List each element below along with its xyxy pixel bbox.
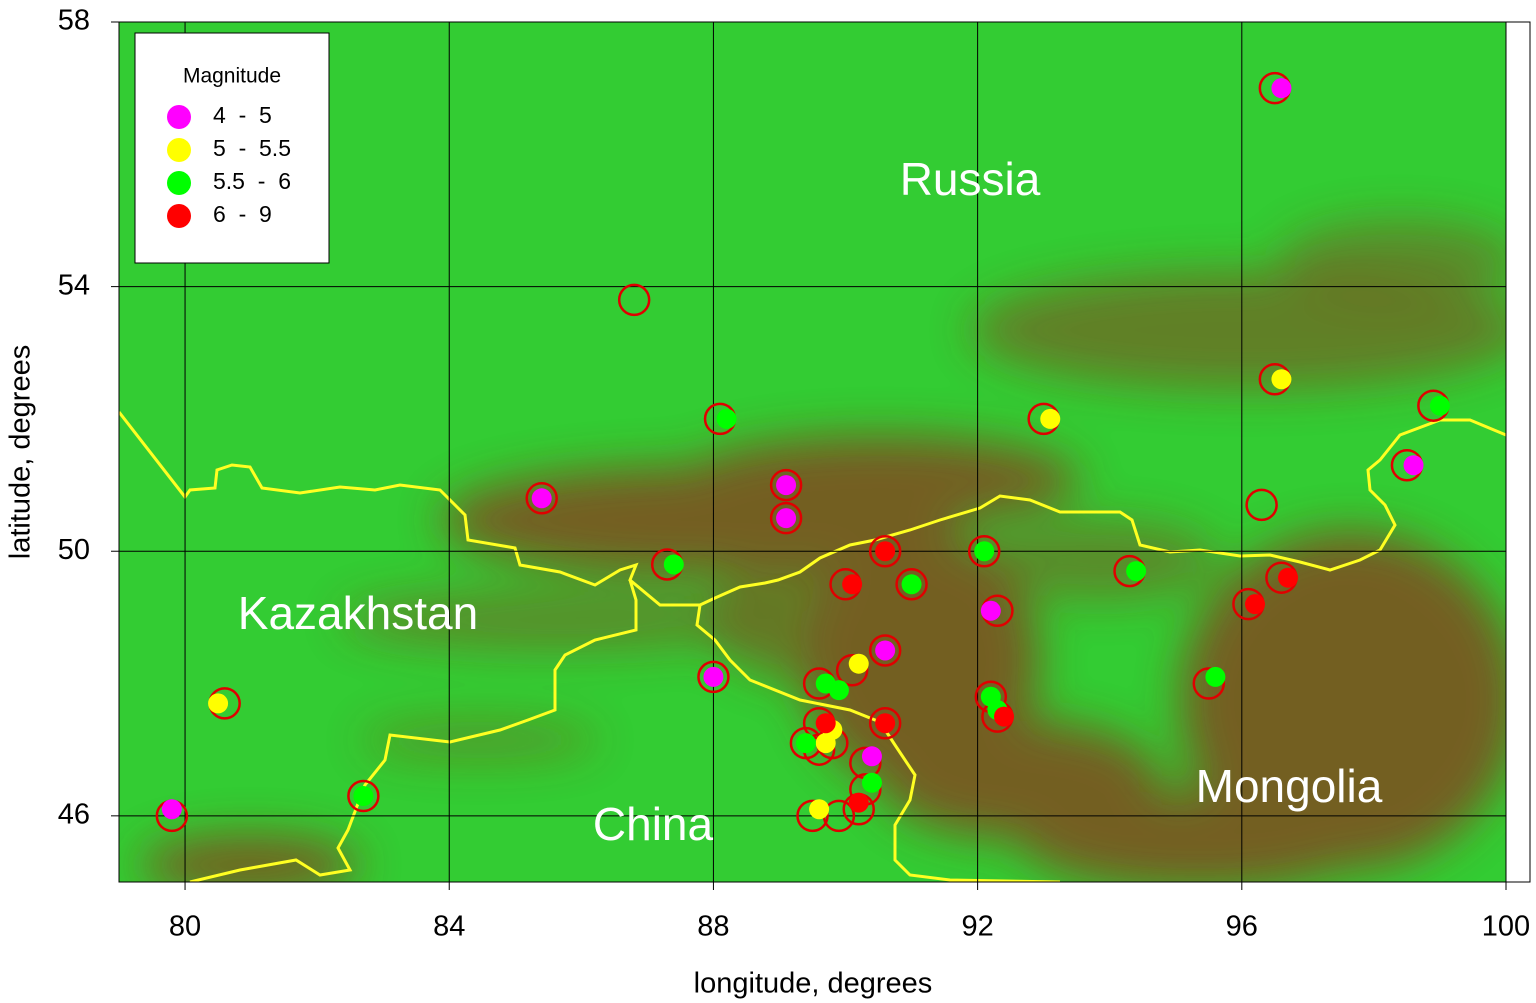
y-axis-label: latitude, degrees xyxy=(5,345,37,559)
y-tick-label: 46 xyxy=(58,799,90,831)
epicenter xyxy=(1126,561,1147,582)
epicenter xyxy=(703,666,724,687)
epicenter xyxy=(795,733,816,754)
x-tick-label: 80 xyxy=(169,911,201,943)
epicenter xyxy=(901,574,922,595)
legend-label: 5.5 - 6 xyxy=(213,168,291,194)
epicenter xyxy=(861,772,882,793)
epicenter xyxy=(980,600,1001,621)
country-label: Russia xyxy=(900,153,1041,205)
legend-swatch xyxy=(167,105,191,129)
epicenter xyxy=(868,534,902,568)
epicenter xyxy=(875,640,896,661)
epicenter xyxy=(1429,395,1450,416)
x-tick-label: 84 xyxy=(433,911,465,943)
country-label: Mongolia xyxy=(1196,760,1383,812)
epicenter xyxy=(895,568,928,601)
legend: Magnitude 4 - 5 5 - 5.5 5.5 - 6 6 - 9 xyxy=(134,32,330,264)
country-label: China xyxy=(593,798,714,850)
y-tick-label: 50 xyxy=(58,534,90,566)
epicenter xyxy=(617,283,651,317)
y-tick-label: 54 xyxy=(58,269,90,301)
epicenter xyxy=(161,799,182,820)
epicenter xyxy=(868,706,902,740)
epicenter xyxy=(353,786,374,806)
epicenter xyxy=(1040,408,1061,429)
epicenter xyxy=(796,799,829,833)
x-tick-label: 96 xyxy=(1226,911,1258,943)
epicenter xyxy=(809,799,830,820)
epicenter xyxy=(531,488,552,509)
epicenter xyxy=(769,468,803,502)
legend-swatch xyxy=(167,171,191,195)
epicenter xyxy=(828,680,849,701)
epicenter xyxy=(347,779,380,813)
legend-label: 4 - 5 xyxy=(213,102,272,128)
epicenter xyxy=(842,574,863,595)
y-tick-label: 58 xyxy=(58,5,90,37)
country-label: Kazakhstan xyxy=(238,587,478,639)
legend-swatch xyxy=(167,138,191,162)
epicenter xyxy=(1245,488,1278,522)
epicenter xyxy=(848,653,869,674)
epicenter xyxy=(967,534,1001,568)
epicenter xyxy=(875,541,896,562)
x-tick-label: 92 xyxy=(961,911,993,943)
legend-label: 5 - 5.5 xyxy=(213,135,291,161)
epicenter xyxy=(1278,567,1299,588)
terrain xyxy=(119,22,1506,882)
epicenter xyxy=(868,634,902,667)
epicenter xyxy=(848,792,869,813)
epicenter xyxy=(815,733,836,754)
epicenter xyxy=(1192,667,1226,700)
epicenter xyxy=(525,482,558,515)
epicenter xyxy=(1271,78,1292,99)
epicenter xyxy=(974,541,995,562)
epicenter xyxy=(208,693,229,714)
epicenter xyxy=(769,501,803,535)
borders xyxy=(119,411,1506,882)
epicenter xyxy=(716,408,737,429)
legend-title: Magnitude xyxy=(183,65,281,88)
epicenter xyxy=(697,660,730,694)
x-tick-label: 88 xyxy=(697,911,729,943)
epicenter xyxy=(1205,666,1226,687)
legend-label: 6 - 9 xyxy=(213,201,272,227)
epicenter xyxy=(815,713,836,734)
epicenter xyxy=(1271,369,1292,390)
legend-swatch xyxy=(167,204,191,228)
epicenter xyxy=(835,654,869,687)
epicenter xyxy=(1245,594,1266,615)
epicenter xyxy=(875,713,896,734)
x-axis-label: longitude, degrees xyxy=(694,968,933,1000)
epicenter xyxy=(994,706,1015,727)
epicenter xyxy=(776,508,797,529)
epicenter xyxy=(663,554,684,575)
epicenter xyxy=(776,475,797,496)
epicenter xyxy=(1403,455,1424,476)
x-tick-label: 100 xyxy=(1482,911,1530,943)
epicenter xyxy=(861,746,882,767)
